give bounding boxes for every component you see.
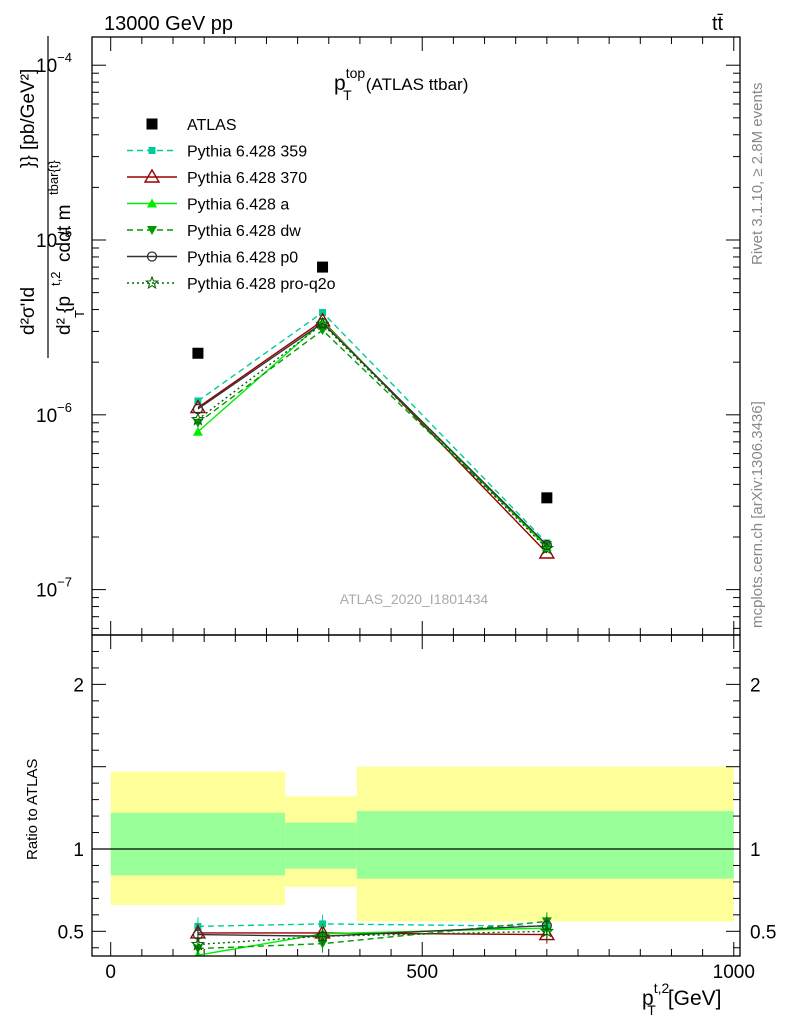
legend-label: Pythia 6.428 p0: [187, 250, 298, 267]
legend-marker: [148, 147, 156, 154]
main-series-line: [197, 323, 548, 549]
ratio-series-layer: [189, 912, 556, 956]
ratio-y-tick-label: 1: [73, 840, 84, 861]
ratio-y-tick-label: 0.5: [58, 922, 84, 943]
legend-marker: [147, 198, 157, 208]
main-series-line: [197, 320, 548, 548]
main-y-label-den2: cdαt m: [54, 205, 75, 262]
main-series-2: [192, 316, 552, 552]
main-series-3: [192, 326, 552, 550]
main-data-point: [190, 412, 206, 426]
main-y-label-sup: t,2: [48, 272, 63, 286]
x-tick-label: 500: [406, 962, 438, 983]
band-green: [356, 811, 734, 879]
main-series-layer: [189, 261, 556, 559]
main-data-point: [315, 316, 330, 331]
legend-entry: Pythia 6.428 a: [127, 197, 289, 214]
main-series-atlas: [192, 261, 553, 504]
legend-label: Pythia 6.428 370: [187, 170, 307, 187]
ratio-panel: 0.5 0.5 1 1 2 2 0 500 1000 Ratio to ATLAS pt,2 T…: [24, 634, 777, 1018]
main-y-label-den: d² {p: [54, 296, 75, 335]
legend-entry: Pythia 6.428 dw: [127, 223, 301, 240]
main-series-line: [197, 311, 548, 544]
main-y-tick-label: 10−6: [36, 400, 72, 427]
main-panel: 10−710−610−510−4 ptop T(ATLAS ttbar) ATLA…: [18, 36, 741, 636]
ratio-data-point: [315, 928, 330, 943]
main-series-line: [197, 322, 548, 546]
ratio-data-point: [539, 923, 555, 938]
main-series-1: [189, 312, 556, 559]
atlas-data-point: [317, 261, 329, 273]
legend-marker: [147, 226, 157, 235]
ratio-frame: [91, 634, 741, 957]
x-tick-label: 1000: [713, 962, 755, 983]
main-series-5: [190, 316, 555, 555]
analysis-watermark: ATLAS_2020_I1801434: [340, 591, 489, 607]
ratio-series-5: [190, 922, 555, 954]
legend-entry: Pythia 6.428 370: [127, 168, 307, 187]
ratio-y-tick-label-right: 0.5: [750, 922, 776, 943]
legend-marker: [144, 275, 160, 290]
main-series-0: [194, 308, 551, 547]
energy-label: 13000 GeV pp: [104, 13, 233, 35]
atlas-data-point: [541, 492, 553, 504]
main-y-tick-label: 10−4: [36, 50, 72, 77]
ratio-axis-ticks: [92, 635, 740, 956]
ratio-data-point: [190, 937, 206, 951]
x-tick-labels: 0 500 1000: [105, 962, 755, 983]
main-data-point: [541, 539, 552, 551]
legend: ATLAS Pythia 6.428 359 Pythia 6.428 370 Pyt…: [127, 117, 336, 293]
main-data-point: [539, 540, 555, 555]
legend-label: Pythia 6.428 dw: [187, 223, 301, 240]
legend-marker: [146, 118, 158, 130]
legend-entry: Pythia 6.428 359: [127, 144, 307, 161]
main-y-axis-label: d²σ'Id d² {p T t,2 cdαt m tbar{t} }} [pb…: [18, 36, 87, 358]
main-y-label-units: }} [pb/GeV²]: [18, 69, 39, 168]
ratio-uncertainty-bands: [110, 766, 734, 922]
legend-marker: [146, 251, 158, 262]
ratio-y-tick-label-right: 2: [750, 675, 761, 696]
ratio-series-line: [197, 930, 547, 946]
x-tick-label: 0: [105, 962, 116, 983]
legend-entry: ATLAS: [146, 117, 237, 134]
main-series-4: [192, 317, 552, 551]
main-y-label-sub: T: [72, 310, 87, 318]
ratio-series-line: [197, 923, 547, 928]
main-series-line: [197, 329, 548, 546]
legend-label: Pythia 6.428 pro-q2o: [187, 276, 336, 293]
band-green: [285, 822, 357, 869]
main-y-tick-label: 10−7: [36, 575, 72, 602]
process-label: tt̄: [712, 13, 724, 35]
legend-label: ATLAS: [187, 117, 237, 134]
ratio-y-tick-labels: 0.5 0.5 1 1 2 2: [58, 675, 777, 943]
main-data-point: [192, 426, 203, 436]
rivet-version-label: Rivet 3.1.10, ≥ 2.8M events: [749, 83, 766, 266]
legend-entry: Pythia 6.428 pro-q2o: [127, 275, 336, 293]
legend-marker: [143, 168, 161, 183]
main-title: ptop T(ATLAS ttbar): [334, 65, 468, 103]
legend-entry: Pythia 6.428 p0: [127, 250, 298, 267]
main-y-label-sup2: tbar{t}: [46, 160, 61, 195]
legend-label: Pythia 6.428 359: [187, 144, 307, 161]
legend-label: Pythia 6.428 a: [187, 197, 289, 214]
atlas-data-point: [192, 347, 204, 359]
ratio-y-tick-label-right: 1: [750, 840, 761, 861]
band-green: [110, 812, 286, 876]
main-axis-ticks: [92, 37, 740, 635]
source-label: mcplots.cern.ch [arXiv:1306.3436]: [749, 401, 766, 628]
main-series-line: [197, 319, 548, 554]
ratio-y-label: Ratio to ATLAS: [24, 759, 41, 860]
main-data-point: [317, 316, 328, 326]
ratio-y-tick-label: 2: [73, 675, 84, 696]
ratio-data-point: [319, 920, 327, 928]
main-y-label-num: d²σ'Id: [18, 287, 39, 335]
x-axis-label: pt,2 T [GeV]: [642, 980, 722, 1018]
